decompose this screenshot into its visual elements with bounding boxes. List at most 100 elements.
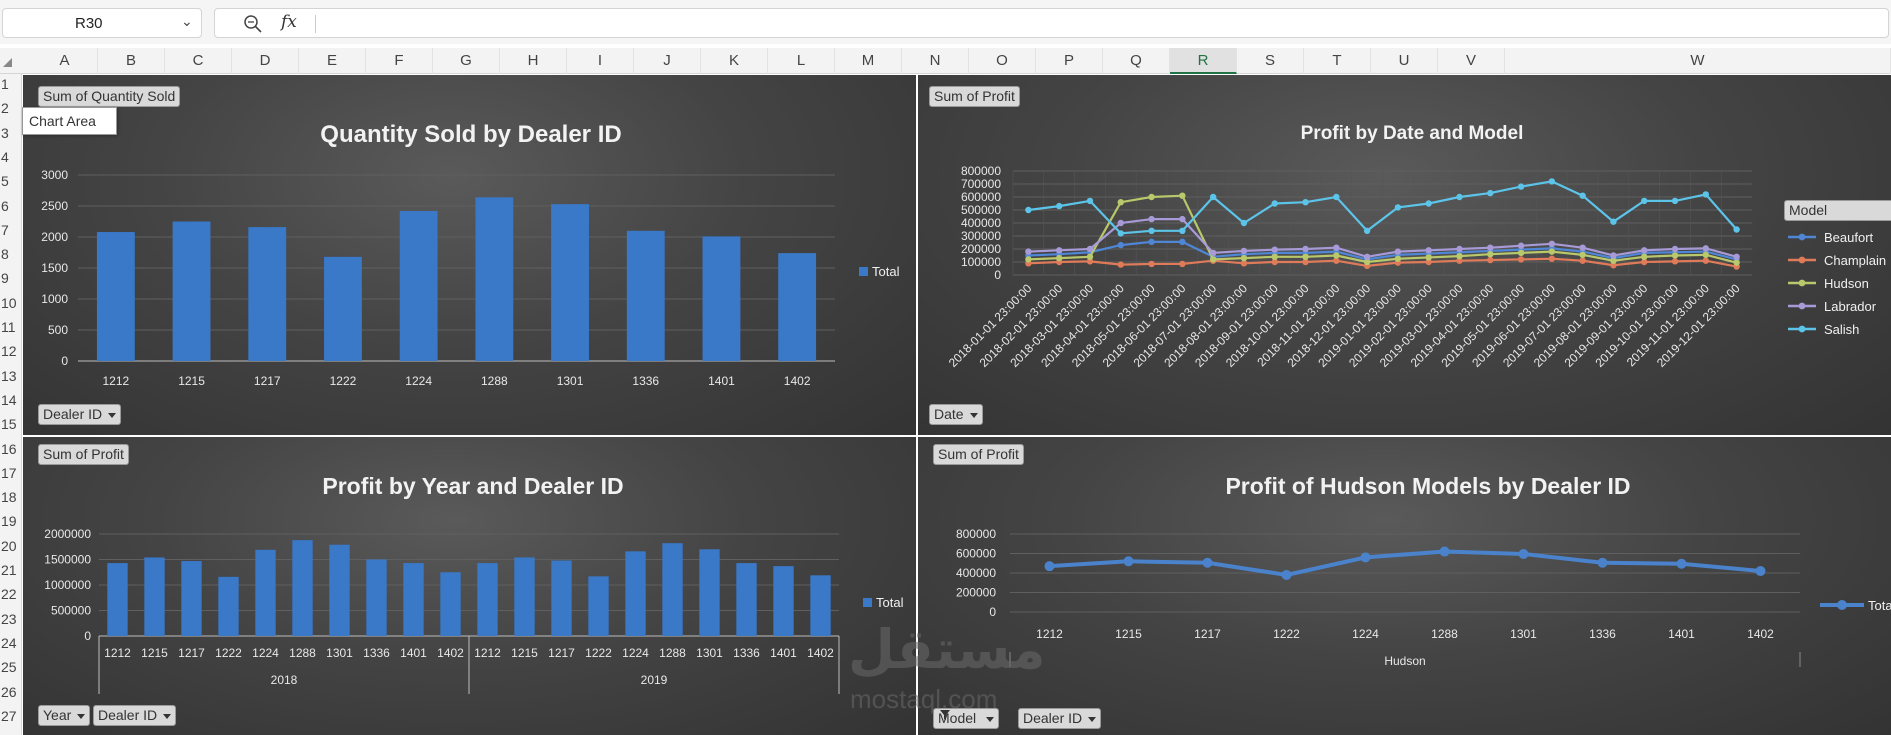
bar bbox=[477, 563, 498, 636]
row-header-14[interactable]: 14 bbox=[1, 391, 17, 408]
data-point bbox=[1671, 252, 1679, 259]
column-header-e[interactable]: E bbox=[299, 48, 366, 74]
legend-label: Total bbox=[872, 264, 900, 279]
column-header-s[interactable]: S bbox=[1237, 48, 1304, 74]
row-header-17[interactable]: 17 bbox=[1, 464, 17, 481]
axis-field-button-dealer-id[interactable]: Dealer ID bbox=[1018, 708, 1102, 729]
row-header-22[interactable]: 22 bbox=[1, 586, 17, 603]
x-tick-label: 1288 bbox=[289, 646, 316, 660]
legend-label: Labrador bbox=[1824, 299, 1877, 314]
column-header-o[interactable]: O bbox=[969, 48, 1036, 74]
row-header-24[interactable]: 24 bbox=[1, 634, 17, 651]
axis-field-button-date[interactable]: Date bbox=[929, 404, 983, 425]
row-header-10[interactable]: 10 bbox=[1, 294, 17, 311]
data-point bbox=[1240, 247, 1248, 255]
column-header-w[interactable]: W bbox=[1505, 48, 1891, 74]
data-point bbox=[1394, 248, 1402, 255]
column-header-f[interactable]: F bbox=[366, 48, 433, 74]
data-point bbox=[1333, 252, 1340, 259]
data-point bbox=[1179, 238, 1186, 246]
chart-profit-hudson[interactable]: Profit of Hudson Models by Dealer ID 0 200… bbox=[918, 437, 1891, 735]
legend-field-button-model[interactable]: Model bbox=[1784, 200, 1891, 221]
row-header-26[interactable]: 26 bbox=[1, 683, 17, 700]
column-header-n[interactable]: N bbox=[902, 48, 969, 74]
bar bbox=[810, 575, 831, 636]
y-tick-label: 2500 bbox=[41, 199, 68, 213]
value-field-label: Sum of Profit bbox=[934, 88, 1015, 104]
axis-field-button-dealer-id[interactable]: Dealer ID bbox=[93, 705, 177, 726]
row-header-12[interactable]: 12 bbox=[1, 343, 17, 360]
column-header-i[interactable]: I bbox=[567, 48, 634, 74]
data-point bbox=[1148, 260, 1155, 268]
column-header-a[interactable]: A bbox=[32, 48, 98, 74]
data-point bbox=[1302, 199, 1309, 206]
zoom-icon[interactable] bbox=[243, 14, 263, 39]
row-header-9[interactable]: 9 bbox=[1, 270, 9, 287]
chart-title: Profit by Year and Dealer ID bbox=[322, 473, 623, 499]
column-header-b[interactable]: B bbox=[98, 48, 165, 74]
row-header-8[interactable]: 8 bbox=[1, 246, 9, 263]
column-header-m[interactable]: M bbox=[835, 48, 902, 74]
y-tick-label: 300000 bbox=[961, 229, 1001, 243]
row-header-11[interactable]: 11 bbox=[1, 319, 16, 335]
column-header-g[interactable]: G bbox=[433, 48, 500, 74]
data-point bbox=[1086, 197, 1094, 205]
column-header-q[interactable]: Q bbox=[1103, 48, 1170, 74]
column-header-l[interactable]: L bbox=[768, 48, 835, 74]
legend-field-button-model[interactable]: Model bbox=[933, 708, 1000, 729]
row-header-18[interactable]: 18 bbox=[1, 489, 17, 506]
row-header-5[interactable]: 5 bbox=[1, 173, 9, 190]
data-point bbox=[1333, 257, 1340, 264]
name-box[interactable]: R30 ⌄ bbox=[2, 8, 202, 38]
column-header-r[interactable]: R bbox=[1170, 48, 1237, 74]
column-header-h[interactable]: H bbox=[500, 48, 567, 74]
legend-marker bbox=[1798, 233, 1806, 241]
row-header-19[interactable]: 19 bbox=[1, 513, 17, 530]
row-header-21[interactable]: 21 bbox=[1, 562, 17, 578]
row-header-23[interactable]: 23 bbox=[1, 610, 17, 627]
data-point bbox=[1044, 561, 1055, 572]
row-header-2[interactable]: 2 bbox=[1, 100, 9, 117]
column-header-c[interactable]: C bbox=[165, 48, 232, 74]
data-point bbox=[1271, 258, 1278, 266]
formula-input[interactable]: fx bbox=[214, 8, 1889, 38]
value-field-button[interactable]: Sum of Quantity Sold bbox=[38, 86, 181, 107]
data-point bbox=[1179, 227, 1186, 234]
column-header-v[interactable]: V bbox=[1438, 48, 1505, 74]
data-point bbox=[1271, 200, 1278, 207]
chevron-down-icon[interactable]: ⌄ bbox=[181, 13, 193, 29]
column-header-p[interactable]: P bbox=[1036, 48, 1103, 74]
column-header-u[interactable]: U bbox=[1371, 48, 1438, 74]
row-header-1[interactable]: 1 bbox=[1, 76, 9, 92]
function-icon[interactable]: fx bbox=[281, 12, 297, 32]
row-header-4[interactable]: 4 bbox=[1, 148, 9, 165]
row-header-27[interactable]: 27 bbox=[1, 707, 17, 724]
row-header-13[interactable]: 13 bbox=[1, 367, 17, 384]
row-header-15[interactable]: 15 bbox=[1, 416, 17, 433]
column-header-j[interactable]: J bbox=[634, 48, 701, 74]
row-header-16[interactable]: 16 bbox=[1, 440, 17, 457]
chart-profit-by-date-model[interactable]: Profit by Date and Model 0 100000 200000 300… bbox=[918, 75, 1891, 435]
select-all-icon[interactable] bbox=[3, 58, 12, 67]
chart-profit-by-year-dealer-svg: Profit by Year and Dealer ID 0 500000 10000… bbox=[44, 473, 904, 694]
value-field-button[interactable]: Sum of Profit bbox=[38, 444, 129, 465]
column-header-d[interactable]: D bbox=[232, 48, 299, 74]
column-header-t[interactable]: T bbox=[1304, 48, 1371, 74]
column-header-k[interactable]: K bbox=[701, 48, 768, 74]
chart-quantity-sold[interactable]: Quantity Sold by Dealer ID 0 500 1000 1500 20… bbox=[23, 75, 916, 435]
legend-swatch bbox=[859, 267, 868, 276]
bar bbox=[329, 544, 350, 636]
data-point bbox=[1209, 193, 1217, 201]
data-point bbox=[1209, 256, 1217, 263]
row-header-20[interactable]: 20 bbox=[1, 537, 17, 554]
axis-field-button-year[interactable]: Year bbox=[38, 705, 91, 726]
row-header-3[interactable]: 3 bbox=[1, 124, 9, 141]
axis-field-button-dealer-id[interactable]: Dealer ID bbox=[38, 404, 122, 425]
row-header-7[interactable]: 7 bbox=[1, 221, 9, 238]
row-header-25[interactable]: 25 bbox=[1, 659, 17, 676]
row-header-6[interactable]: 6 bbox=[1, 197, 9, 214]
value-field-button[interactable]: Sum of Profit bbox=[929, 86, 1020, 107]
chart-profit-by-year-dealer[interactable]: Profit by Year and Dealer ID 0 500000 10000… bbox=[23, 437, 916, 735]
value-field-button[interactable]: Sum of Profit bbox=[933, 444, 1024, 465]
